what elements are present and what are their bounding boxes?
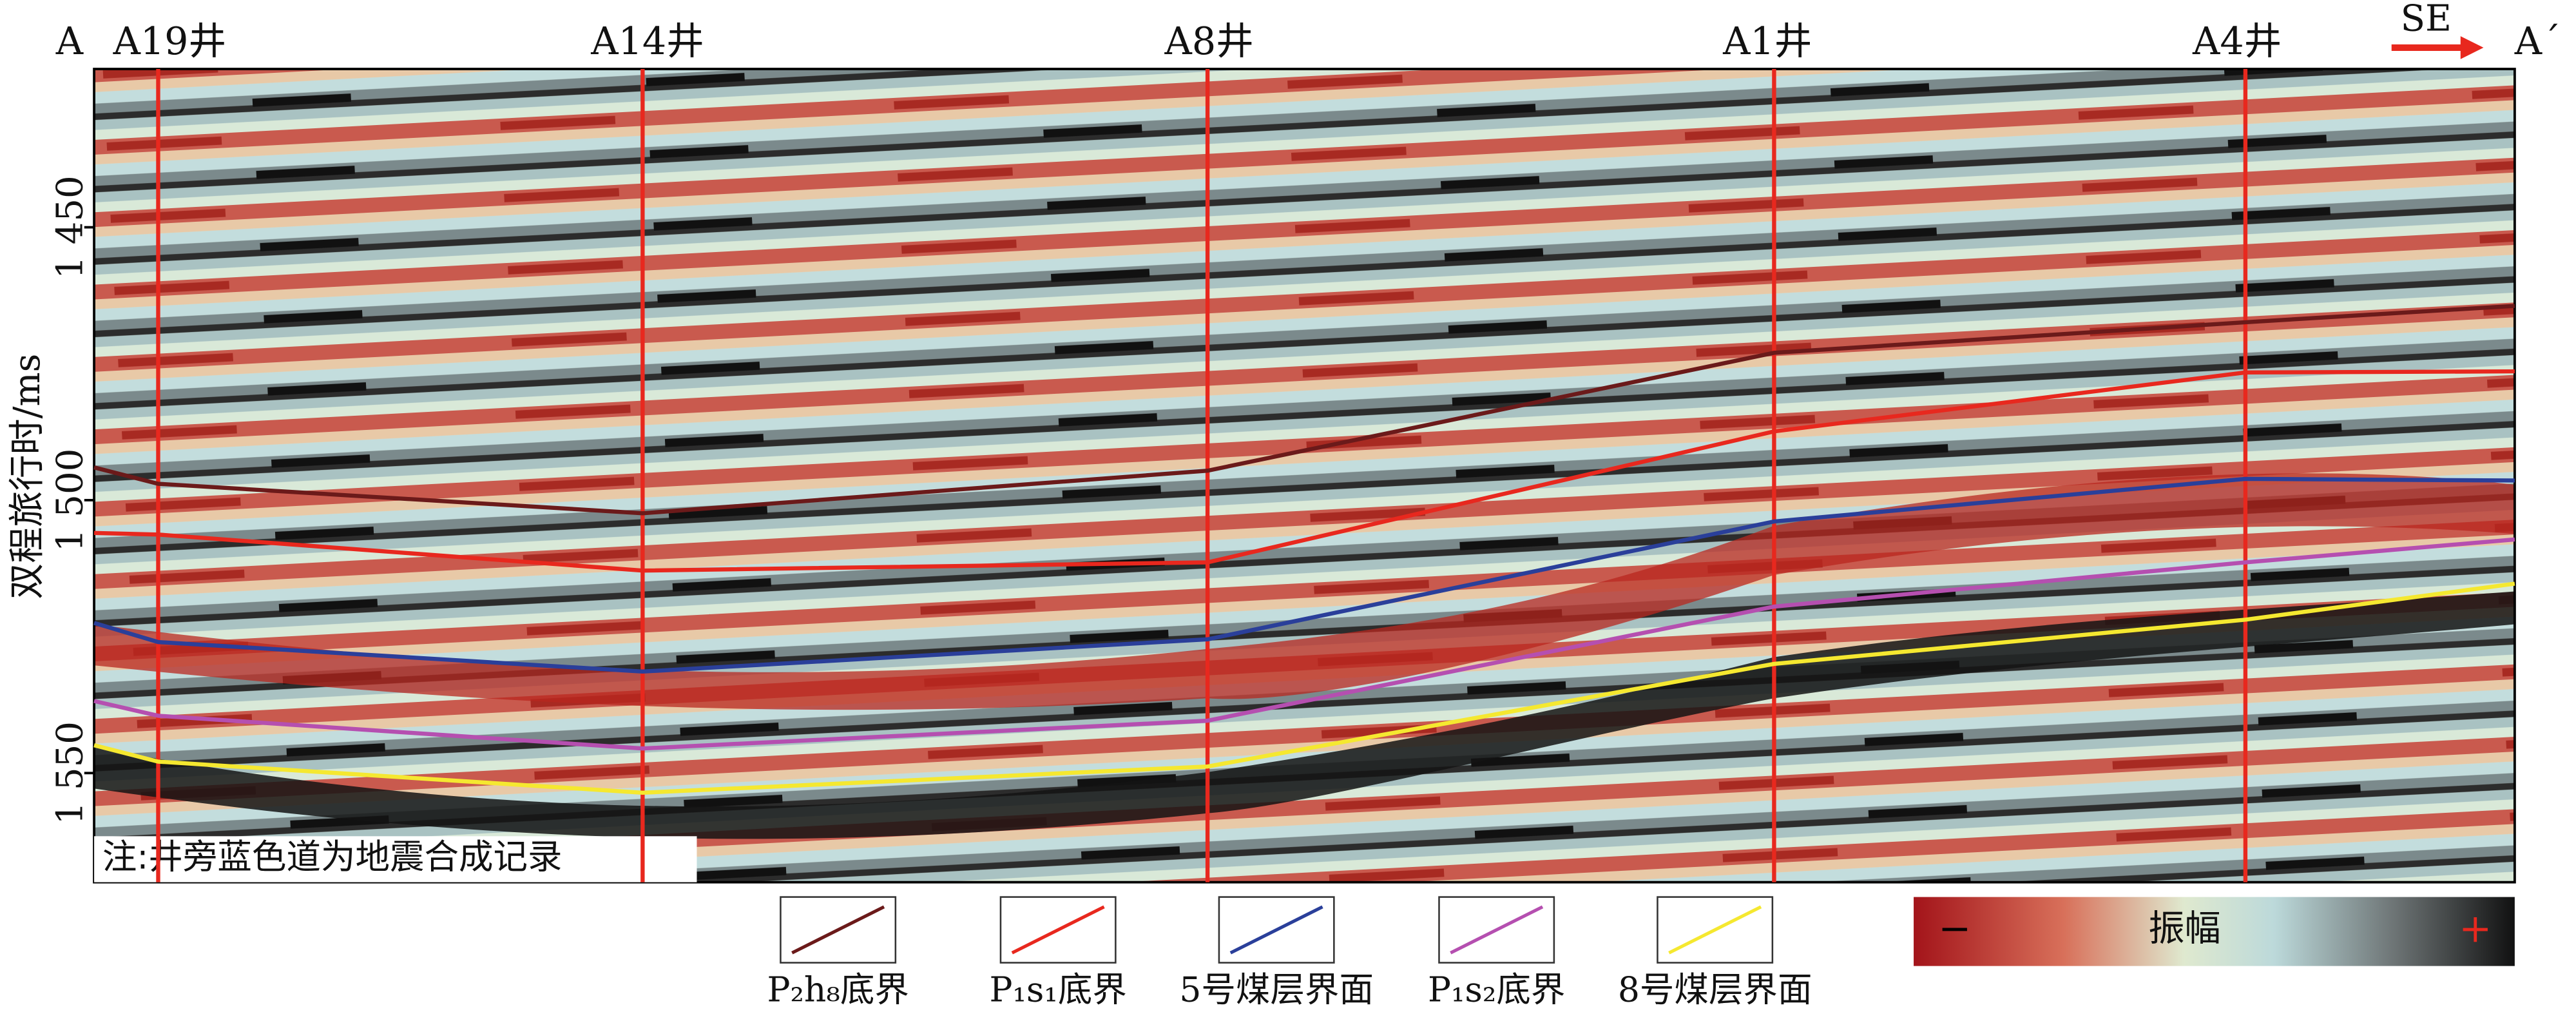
- y-tick-label: 1 550: [49, 721, 91, 825]
- legend-label: P₁s₂底界: [1428, 969, 1565, 1009]
- colorbar-max: +: [2459, 906, 2492, 951]
- category-label: A14井: [590, 19, 704, 63]
- y-tick-label: 1 500: [49, 449, 91, 552]
- category-label: A19井: [113, 19, 227, 63]
- horizon-line: [93, 304, 2515, 516]
- colorbar-title: 振幅: [2149, 908, 2221, 950]
- category-label: A: [55, 19, 84, 63]
- category-label: A´: [2514, 19, 2561, 63]
- y-axis-label: 双程旅行时/ms: [6, 354, 48, 599]
- legend-swatch: [1229, 905, 1323, 955]
- legend-swatch: [791, 905, 885, 955]
- legend-swatch: [1011, 905, 1105, 955]
- colorbar-min: −: [1938, 906, 1971, 951]
- direction-label: SE: [2401, 0, 2452, 40]
- category-label: A8井: [1164, 19, 1254, 63]
- horizon-line: [93, 476, 2515, 674]
- legend-label: P₂h₈底界: [767, 969, 908, 1009]
- colorbar: [1914, 897, 2515, 966]
- direction-arrow-head: [2460, 36, 2484, 59]
- legend-swatch: [1450, 905, 1544, 955]
- legend-label: P₁s₁底界: [989, 969, 1126, 1009]
- legend-label: 8号煤层界面: [1618, 969, 1812, 1009]
- category-label: A1井: [1722, 19, 1812, 63]
- legend-box: [1438, 896, 1555, 964]
- legend-swatch: [1668, 905, 1762, 955]
- horizon-line: [93, 537, 2515, 751]
- y-tick-label: 1 450: [49, 175, 91, 279]
- legend-box: [999, 896, 1117, 964]
- legend-label: 5号煤层界面: [1179, 969, 1374, 1009]
- note-box: [94, 836, 697, 882]
- note: 注:井旁蓝色道为地震合成记录: [102, 837, 562, 877]
- category-label: A4井: [2192, 19, 2282, 63]
- seismic-band: [94, 591, 2515, 839]
- seismic-band: [94, 473, 2515, 710]
- plot-frame: [93, 68, 2516, 884]
- horizon-line: [94, 369, 2515, 573]
- seismic-section: [94, 69, 2515, 882]
- horizon-line: [93, 581, 2515, 795]
